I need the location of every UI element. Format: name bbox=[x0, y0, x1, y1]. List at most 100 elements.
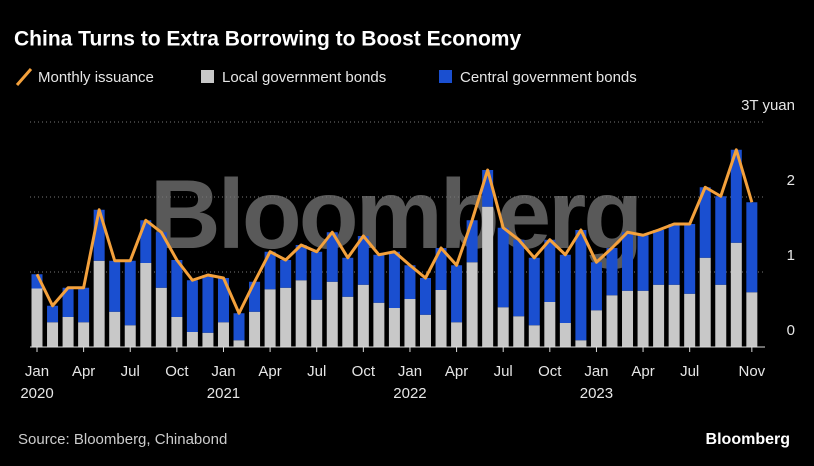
bar bbox=[342, 257, 354, 297]
bar bbox=[559, 323, 571, 347]
x-year-label: 2021 bbox=[207, 385, 240, 402]
bar bbox=[420, 314, 431, 347]
line bbox=[35, 148, 754, 315]
bar bbox=[466, 262, 478, 347]
bar bbox=[575, 340, 587, 347]
bar bbox=[373, 254, 385, 303]
bar bbox=[31, 288, 43, 347]
bar bbox=[559, 254, 571, 323]
bar bbox=[606, 295, 618, 347]
legend-label: Local government bonds bbox=[222, 69, 386, 86]
bar bbox=[202, 332, 214, 347]
y-tick-label: 1 bbox=[787, 247, 795, 264]
bar bbox=[653, 284, 665, 347]
x-tick-label: Oct bbox=[352, 363, 376, 380]
bar bbox=[684, 224, 696, 294]
bar bbox=[497, 307, 509, 347]
y-tick-label: 3T yuan bbox=[741, 97, 795, 114]
x-tick-label: Jul bbox=[680, 363, 699, 380]
bar bbox=[357, 284, 369, 347]
bar bbox=[326, 281, 338, 347]
bar bbox=[62, 287, 74, 317]
bar bbox=[482, 170, 494, 207]
x-tick-label: Apr bbox=[258, 363, 281, 380]
bar bbox=[528, 325, 540, 347]
bar bbox=[482, 206, 494, 347]
bar bbox=[31, 274, 43, 289]
bar bbox=[699, 187, 711, 258]
x-tick-label: Jan bbox=[398, 363, 422, 380]
bar bbox=[93, 209, 105, 261]
bar bbox=[342, 296, 354, 347]
x-tick-label: Jan bbox=[25, 363, 49, 380]
bar bbox=[140, 263, 152, 347]
bar bbox=[544, 239, 556, 302]
legend-label: Monthly issuance bbox=[38, 69, 154, 86]
bar bbox=[109, 311, 121, 347]
legend-swatch bbox=[439, 70, 452, 83]
bar bbox=[544, 302, 556, 347]
bar bbox=[451, 265, 463, 323]
bar bbox=[311, 251, 323, 300]
bar bbox=[264, 251, 276, 290]
bar bbox=[420, 278, 431, 315]
x-tick-label: Jan bbox=[211, 363, 235, 380]
bar bbox=[326, 232, 338, 282]
x-tick-label: Jul bbox=[307, 363, 326, 380]
bar bbox=[186, 332, 198, 347]
bar bbox=[186, 280, 198, 332]
bar bbox=[124, 325, 136, 347]
bar bbox=[606, 248, 618, 296]
bar bbox=[746, 202, 758, 293]
legend-swatch bbox=[201, 70, 214, 83]
x-tick-label: Apr bbox=[445, 363, 468, 380]
logo: Bloomberg bbox=[706, 431, 790, 448]
bar bbox=[217, 322, 229, 347]
bar bbox=[93, 260, 105, 347]
bar bbox=[715, 196, 727, 285]
x-tick-label: Jul bbox=[494, 363, 513, 380]
bar bbox=[575, 230, 587, 341]
chart-title: China Turns to Extra Borrowing to Boost … bbox=[14, 28, 521, 51]
x-tick-label: Apr bbox=[631, 363, 654, 380]
bar bbox=[404, 299, 416, 347]
bar bbox=[249, 281, 261, 312]
source: Source: Bloomberg, Chinabond bbox=[18, 431, 227, 448]
x-tick-label: Apr bbox=[72, 363, 95, 380]
bar bbox=[311, 299, 323, 347]
bar bbox=[47, 305, 59, 323]
bar bbox=[280, 287, 292, 347]
bar bbox=[140, 220, 152, 263]
bar bbox=[590, 262, 602, 311]
x-year-label: 2020 bbox=[20, 385, 53, 402]
bar bbox=[171, 260, 183, 317]
bar bbox=[155, 287, 167, 347]
legend: Monthly issuance Local government bonds Ce… bbox=[15, 68, 637, 86]
y-tick-label: 0 bbox=[787, 322, 795, 339]
x-tick-label: Oct bbox=[538, 363, 562, 380]
bar bbox=[217, 278, 229, 323]
bar bbox=[280, 260, 292, 288]
bar bbox=[637, 235, 649, 291]
bar bbox=[264, 289, 276, 347]
bar bbox=[249, 311, 261, 347]
bar bbox=[202, 275, 214, 333]
bar bbox=[435, 248, 447, 290]
bar bbox=[78, 287, 90, 323]
bar bbox=[668, 224, 680, 285]
bar bbox=[388, 308, 400, 347]
bar bbox=[373, 302, 385, 347]
bar bbox=[622, 232, 634, 291]
bar bbox=[730, 242, 742, 347]
x-tick-label: Nov bbox=[738, 363, 765, 380]
legend-swatch bbox=[15, 68, 33, 86]
bar bbox=[233, 340, 245, 347]
bar bbox=[451, 322, 463, 347]
bar bbox=[124, 260, 136, 326]
x-year-label: 2022 bbox=[393, 385, 426, 402]
bar bbox=[497, 227, 509, 308]
bar bbox=[637, 290, 649, 347]
bar bbox=[513, 316, 525, 347]
